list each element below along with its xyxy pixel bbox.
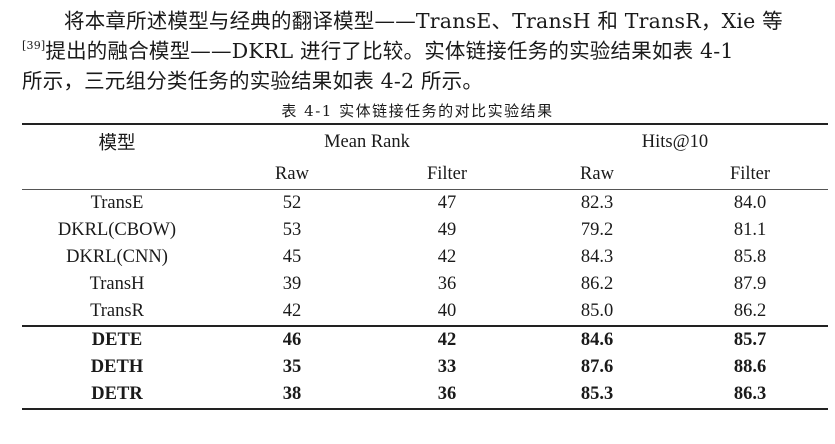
- paragraph-line-2: [39]提出的融合模型——DKRL 进行了比较。实体链接任务的实验结果如表 4-…: [22, 36, 832, 66]
- table-row: TransE 52 47 82.3 84.0: [22, 190, 828, 218]
- header-hits10: Hits@10: [522, 123, 828, 159]
- header-mr-raw: Raw: [212, 159, 372, 190]
- cell-mr-filter: 42: [372, 325, 522, 354]
- header-mean-rank: Mean Rank: [212, 123, 522, 159]
- cell-model: DETR: [22, 381, 212, 410]
- cell-model: DETE: [22, 325, 212, 354]
- cell-h-raw: 84.6: [522, 325, 672, 354]
- cell-h-raw: 82.3: [580, 193, 614, 213]
- body-paragraph: 将本章所述模型与经典的翻译模型——TransE、TransH 和 TransR，…: [22, 6, 832, 96]
- cell-h-raw: 84.3: [580, 247, 614, 267]
- cell-h-filter: 86.3: [672, 381, 828, 410]
- cell-h-filter: 81.1: [733, 220, 767, 240]
- cell-model: DETH: [90, 357, 144, 377]
- cell-model: TransE: [90, 193, 144, 213]
- header-row-1: 模型 Mean Rank Hits@10: [22, 123, 828, 159]
- cell-model: DKRL(CNN): [66, 247, 168, 267]
- header-empty: [22, 159, 212, 190]
- header-model: 模型: [22, 123, 212, 159]
- header-hits-filter: Filter: [672, 159, 828, 190]
- header-mr-filter: Filter: [372, 159, 522, 190]
- cell-mr-filter: 36: [372, 381, 522, 410]
- table-row: DETR 38 36 85.3 86.3: [22, 381, 828, 410]
- paragraph-line-2-text: 提出的融合模型——DKRL 进行了比较。实体链接任务的实验结果如表 4-1: [45, 39, 734, 63]
- table-row: DKRL(CBOW) 53 49 79.2 81.1: [22, 217, 828, 244]
- cell-mr-raw: 52: [282, 193, 302, 213]
- table-row: TransR 42 40 85.0 86.2: [22, 298, 828, 326]
- cell-mr-raw: 39: [282, 274, 302, 294]
- cell-mr-raw: 46: [212, 325, 372, 354]
- cell-h-filter: 85.7: [672, 325, 828, 354]
- cell-mr-raw: 45: [282, 247, 302, 267]
- table-row: TransH 39 36 86.2 87.9: [22, 271, 828, 298]
- cell-mr-filter: 42: [437, 247, 457, 267]
- cell-mr-raw: 35: [282, 357, 302, 377]
- table-caption: 表 4-1 实体链接任务的对比实验结果: [281, 102, 554, 120]
- cell-h-filter: 85.8: [733, 247, 767, 267]
- cell-mr-raw: 42: [282, 301, 302, 321]
- cell-model: DKRL(CBOW): [57, 220, 177, 240]
- table-row: DETH 35 33 87.6 88.6: [22, 354, 828, 381]
- cell-mr-filter: 49: [437, 220, 457, 240]
- header-row-2: Raw Filter Raw Filter: [22, 159, 828, 190]
- cell-h-filter: 87.9: [733, 274, 767, 294]
- cell-mr-raw: 38: [212, 381, 372, 410]
- table-row: DETE 46 42 84.6 85.7: [22, 325, 828, 354]
- cell-model: TransH: [89, 274, 145, 294]
- cell-h-raw: 79.2: [580, 220, 614, 240]
- cell-mr-filter: 36: [437, 274, 457, 294]
- paragraph-line-1: 将本章所述模型与经典的翻译模型——TransE、TransH 和 TransR，…: [64, 9, 783, 33]
- cell-h-filter: 88.6: [733, 357, 767, 377]
- cell-h-filter: 84.0: [733, 193, 767, 213]
- cell-mr-raw: 53: [282, 220, 302, 240]
- citation-ref: [39]: [22, 39, 46, 52]
- cell-h-filter: 86.2: [733, 301, 767, 321]
- cell-h-raw: 85.3: [522, 381, 672, 410]
- cell-mr-filter: 33: [437, 357, 457, 377]
- cell-model: TransR: [90, 301, 144, 321]
- cell-h-raw: 86.2: [580, 274, 614, 294]
- cell-h-raw: 85.0: [580, 301, 614, 321]
- paragraph-line-3: 所示，三元组分类任务的实验结果如表 4-2 所示。: [22, 69, 484, 93]
- cell-h-raw: 87.6: [580, 357, 614, 377]
- table-row: DKRL(CNN) 45 42 84.3 85.8: [22, 244, 828, 271]
- cell-mr-filter: 47: [437, 193, 457, 213]
- cell-mr-filter: 40: [437, 301, 457, 321]
- header-hits-raw: Raw: [522, 159, 672, 190]
- results-table: 模型 Mean Rank Hits@10 Raw Filter Raw Filt…: [22, 123, 828, 410]
